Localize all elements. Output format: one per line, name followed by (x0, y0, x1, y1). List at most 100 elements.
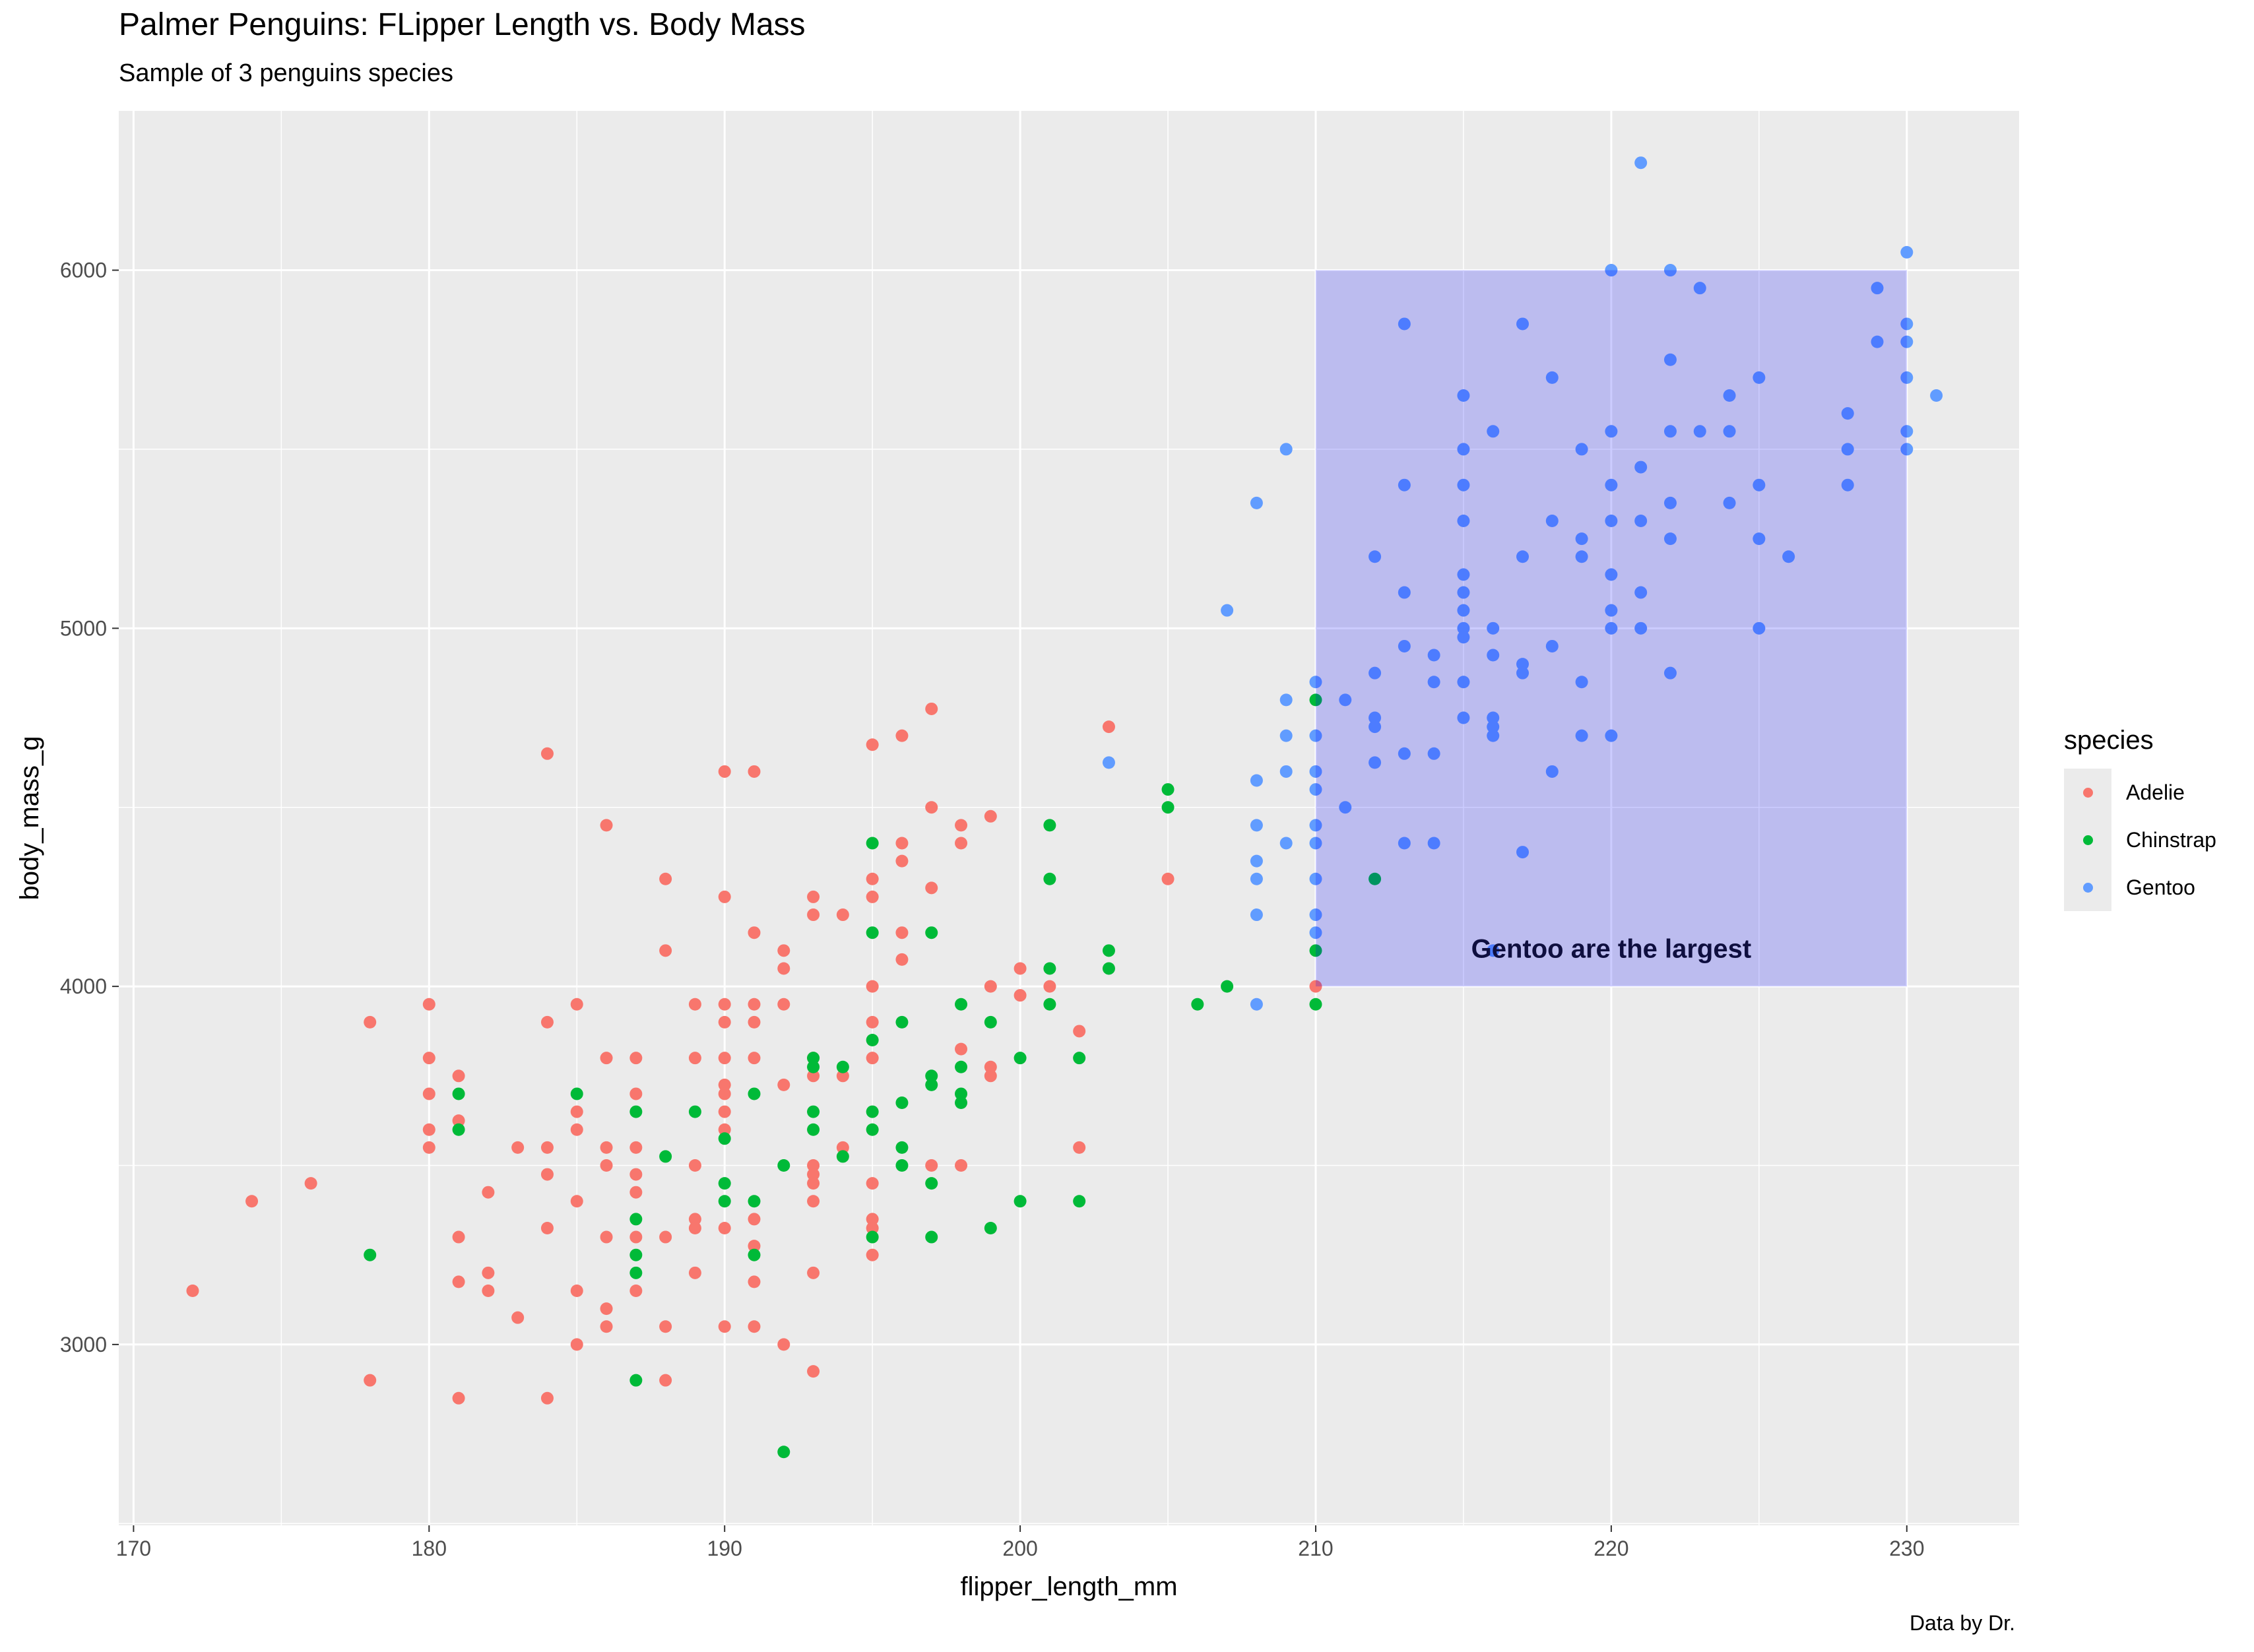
data-point-adelie (570, 1195, 583, 1208)
legend-swatch (2082, 787, 2093, 798)
x-tick-label: 210 (1298, 1537, 1333, 1560)
y-tick-label: 5000 (60, 616, 107, 640)
data-point-gentoo (1427, 747, 1440, 760)
data-point-gentoo (1723, 496, 1736, 509)
data-point-adelie (452, 1391, 465, 1405)
data-point-chinstrap (748, 1087, 761, 1100)
data-point-gentoo (1457, 711, 1470, 724)
data-point-adelie (807, 1168, 820, 1181)
data-point-adelie (540, 1391, 554, 1405)
data-point-adelie (304, 1177, 317, 1190)
data-point-adelie (540, 1168, 554, 1181)
data-point-gentoo (1634, 156, 1648, 170)
data-point-adelie (1309, 980, 1322, 993)
data-point-adelie (629, 1052, 643, 1065)
data-point-chinstrap (1309, 693, 1322, 707)
data-point-adelie (482, 1266, 495, 1279)
data-point-chinstrap (1073, 1195, 1086, 1208)
legend-item-adelie: Adelie (2064, 769, 2216, 816)
data-point-chinstrap (1102, 962, 1115, 975)
data-point-gentoo (1516, 846, 1530, 859)
data-point-chinstrap (718, 1177, 731, 1190)
data-point-chinstrap (895, 1015, 909, 1029)
data-point-gentoo (1279, 693, 1293, 707)
data-point-adelie (688, 1052, 701, 1065)
data-point-adelie (570, 1338, 583, 1351)
data-point-adelie (452, 1069, 465, 1083)
data-point-adelie (866, 1213, 879, 1226)
data-point-chinstrap (895, 1096, 909, 1110)
data-point-gentoo (1398, 639, 1411, 652)
data-point-gentoo (1663, 425, 1677, 438)
data-point-chinstrap (984, 1221, 997, 1234)
data-point-adelie (984, 1069, 997, 1083)
legend-label: Adelie (2126, 780, 2185, 804)
data-point-gentoo (1309, 908, 1322, 922)
data-point-adelie (540, 747, 554, 760)
data-point-adelie (1161, 872, 1175, 885)
data-point-adelie (866, 980, 879, 993)
data-point-adelie (422, 1123, 435, 1136)
data-point-gentoo (1663, 353, 1677, 366)
data-point-adelie (422, 1141, 435, 1154)
data-point-adelie (955, 1042, 968, 1056)
data-point-gentoo (1693, 425, 1706, 438)
data-point-gentoo (1663, 532, 1677, 546)
data-point-chinstrap (836, 1060, 849, 1073)
x-tick-label: 220 (1594, 1537, 1628, 1560)
data-point-chinstrap (1043, 998, 1056, 1011)
data-point-adelie (629, 1168, 643, 1181)
data-point-chinstrap (836, 1150, 849, 1163)
data-point-chinstrap (1043, 872, 1056, 885)
data-point-adelie (629, 1186, 643, 1199)
data-point-gentoo (1605, 478, 1618, 492)
data-point-adelie (866, 738, 879, 751)
minor-gridlines (119, 111, 2019, 1525)
data-point-chinstrap (629, 1248, 643, 1261)
data-point-chinstrap (659, 1150, 672, 1163)
data-point-adelie (807, 1365, 820, 1378)
data-point-adelie (836, 908, 849, 922)
data-point-gentoo (1309, 765, 1322, 778)
data-point-gentoo (1753, 478, 1766, 492)
chart-caption: Data by Dr. (1909, 1611, 2015, 1635)
data-point-gentoo (1250, 774, 1263, 787)
data-point-adelie (688, 1213, 701, 1226)
data-point-gentoo (1339, 693, 1352, 707)
data-point-gentoo (1309, 676, 1322, 689)
data-point-chinstrap (955, 1060, 968, 1073)
data-point-chinstrap (629, 1266, 643, 1279)
data-point-chinstrap (629, 1374, 643, 1387)
data-point-chinstrap (718, 1195, 731, 1208)
data-point-gentoo (1516, 550, 1530, 563)
data-point-adelie (984, 810, 997, 823)
data-point-adelie (925, 801, 938, 814)
tick-labels: 170 180 190 200 210 220 230 3000 4000 5000 6000 (60, 259, 1925, 1560)
data-point-adelie (748, 765, 761, 778)
data-point-adelie (718, 765, 731, 778)
data-point-adelie (748, 998, 761, 1011)
data-point-chinstrap (1014, 1052, 1027, 1065)
data-point-gentoo (1368, 711, 1382, 724)
data-point-gentoo (1457, 604, 1470, 617)
data-point-adelie (748, 1213, 761, 1226)
data-point-gentoo (1723, 425, 1736, 438)
data-point-gentoo (1753, 532, 1766, 546)
data-point-gentoo (1487, 425, 1500, 438)
y-axis-title: body_mass_g (15, 736, 44, 900)
x-tick-label: 170 (116, 1537, 151, 1560)
data-point-adelie (570, 998, 583, 1011)
data-point-adelie (866, 890, 879, 903)
data-point-chinstrap (1073, 1052, 1086, 1065)
data-point-adelie (836, 1141, 849, 1154)
data-point-gentoo (1663, 264, 1677, 277)
data-point-gentoo (1487, 649, 1500, 662)
data-point-adelie (748, 926, 761, 939)
data-point-chinstrap (925, 926, 938, 939)
legend: species Adelie Chinstrap Gentoo (2064, 726, 2216, 911)
data-point-gentoo (1398, 317, 1411, 331)
data-point-gentoo (1516, 666, 1530, 680)
data-point-gentoo (1368, 756, 1382, 769)
data-point-adelie (688, 998, 701, 1011)
data-point-adelie (807, 1177, 820, 1190)
